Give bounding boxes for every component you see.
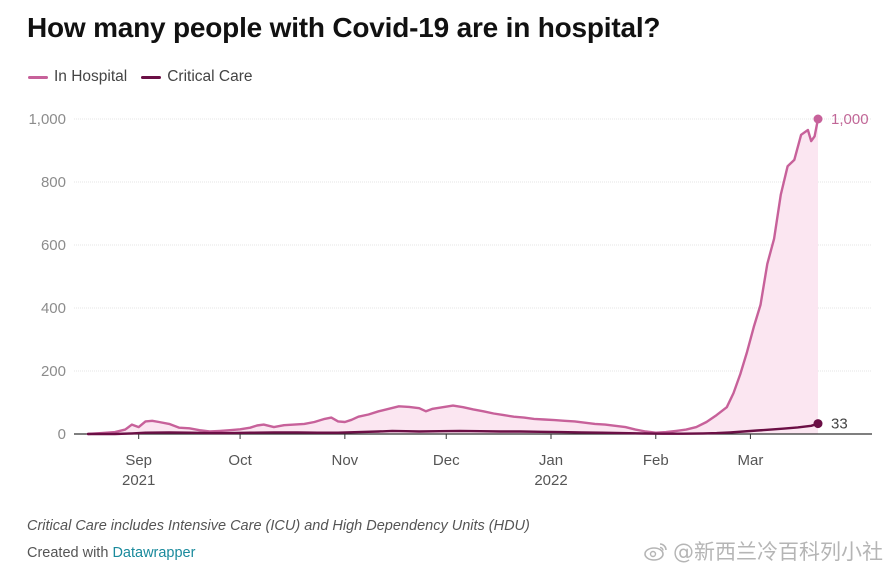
- credit-line: Created with Datawrapper: [27, 545, 195, 561]
- x-tick-label: Nov: [332, 452, 359, 469]
- end-label-critical: 33: [831, 416, 848, 433]
- x-tick-label: Feb: [643, 452, 669, 469]
- area-in-hospital: [88, 119, 818, 434]
- legend-swatch-in-hospital: [28, 75, 48, 79]
- watermark-text: @新西兰冷百科列小社: [673, 540, 883, 564]
- x-tick-sublabel: 2022: [534, 472, 567, 489]
- legend: In Hospital Critical Care: [28, 68, 253, 86]
- watermark: @新西兰冷百科列小社: [643, 536, 883, 566]
- line-critical: [86, 422, 820, 436]
- endpoint-hospital: [813, 114, 823, 124]
- x-tick-sublabel: 2021: [122, 472, 155, 489]
- y-tick-label: 200: [41, 363, 66, 380]
- legend-item-critical-care[interactable]: Critical Care: [141, 68, 253, 86]
- legend-swatch-critical-care: [141, 75, 162, 79]
- y-tick-label: 0: [58, 426, 66, 443]
- y-tick-label: 800: [41, 174, 66, 191]
- chart-plot: 0 200 400 600 800 1,000 Sep 2021 Oct Nov Dec Jan 202…: [28, 111, 872, 489]
- legend-item-in-hospital[interactable]: In Hospital: [28, 68, 127, 86]
- x-tick-label: Sep: [125, 452, 152, 469]
- footnote: Critical Care includes Intensive Care (I…: [27, 518, 530, 534]
- endpoint-critical: [813, 419, 823, 429]
- x-tick-label: Oct: [228, 452, 252, 469]
- y-tick-label: 400: [41, 300, 66, 317]
- legend-label-critical-care: Critical Care: [167, 68, 253, 85]
- weibo-icon: [644, 543, 667, 561]
- line-hospital: [86, 117, 820, 436]
- end-label-hospital: 1,000: [831, 111, 869, 128]
- legend-label-in-hospital: In Hospital: [54, 68, 128, 85]
- x-tick-label: Dec: [433, 452, 460, 469]
- x-tick-label: Jan: [539, 452, 563, 469]
- credit-prefix: Created with: [27, 545, 113, 561]
- x-tick-label: Mar: [737, 452, 763, 469]
- y-tick-label: 600: [41, 237, 66, 254]
- y-tick-label: 1,000: [28, 111, 66, 128]
- chart-title: How many people with Covid-19 are in hos…: [27, 12, 661, 43]
- datawrapper-link[interactable]: Datawrapper: [112, 545, 196, 561]
